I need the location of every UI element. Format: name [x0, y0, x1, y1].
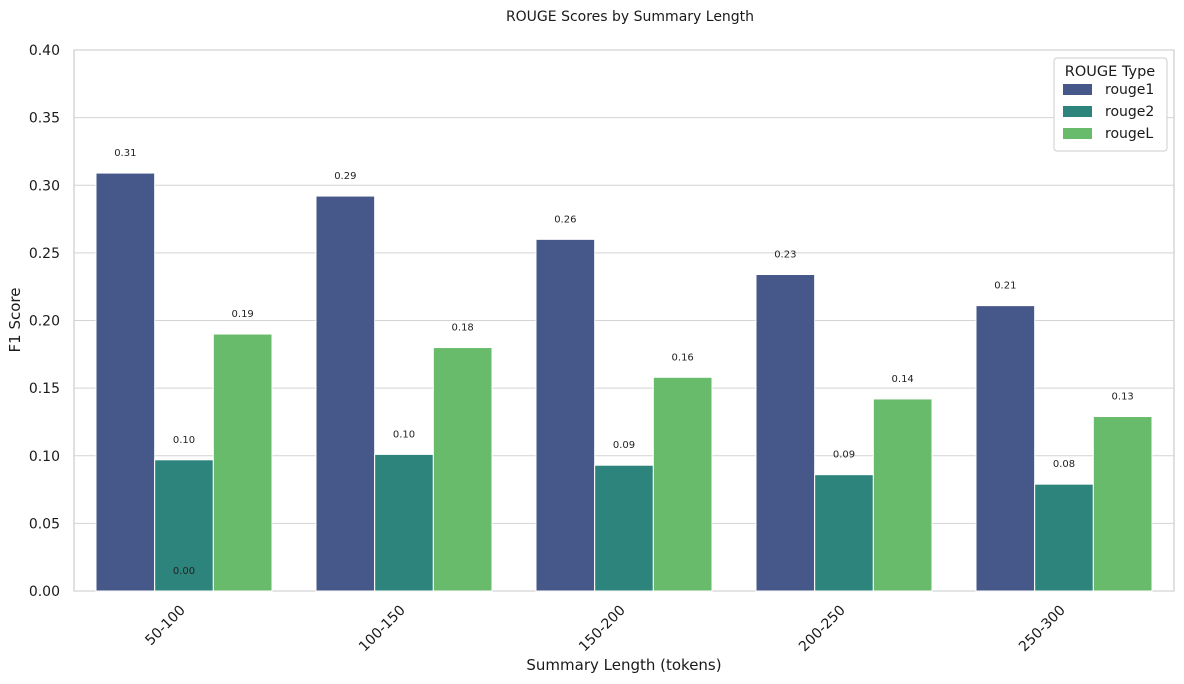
data-label: 0.23: [774, 250, 796, 261]
bar-rougeL-200-250: [872, 398, 933, 592]
bar-rouge1-250-300: [975, 305, 1036, 592]
data-label: 0.31: [114, 148, 136, 159]
legend-box: [1053, 57, 1168, 152]
bar-rouge1-100-150: [315, 195, 376, 592]
bar-rouge2-50-100: [154, 459, 214, 592]
x-axis-ticks: 50-100 100-150 150-200 200-250 250-300: [142, 602, 1068, 655]
data-label: 0.09: [613, 440, 635, 451]
legend-title: ROUGE Type: [1065, 64, 1155, 80]
y-tick-label: 0.05: [29, 516, 60, 532]
x-tick-label: 150-200: [576, 602, 629, 655]
y-tick-label: 0.30: [29, 178, 60, 194]
data-label: 0.14: [892, 374, 914, 385]
y-axis-label: F1 Score: [6, 288, 24, 353]
bar-rouge1-50-100: [95, 172, 156, 592]
bar-rouge2-200-250: [814, 474, 874, 592]
legend-label-rouge1: rouge1: [1105, 82, 1154, 98]
legend-swatch-rouge1: [1063, 84, 1092, 95]
y-tick-label: 0.10: [29, 449, 60, 465]
data-label: 0.29: [334, 171, 356, 182]
data-label: 0.10: [393, 429, 415, 440]
legend: ROUGE Type rouge1 rouge2 rougeL: [1053, 57, 1168, 152]
data-label: 0.16: [672, 352, 694, 363]
legend-label-rougeL: rougeL: [1105, 126, 1153, 142]
chart-title: ROUGE Scores by Summary Length: [506, 9, 754, 25]
x-tick-label: 200-250: [796, 602, 849, 655]
data-label: 0.09: [833, 450, 855, 461]
data-label: 0.26: [554, 214, 576, 225]
y-tick-label: 0.40: [29, 43, 60, 59]
bar-rouge1-150-200: [535, 238, 596, 592]
legend-label-rouge2: rouge2: [1105, 104, 1154, 120]
y-tick-label: 0.15: [29, 381, 60, 397]
y-axis-ticks: 0.00 0.05 0.10 0.15 0.20 0.25 0.30 0.35 0.40: [29, 43, 60, 600]
data-label: 0.13: [1112, 392, 1134, 403]
data-label: 0.19: [232, 309, 254, 320]
data-label: 0.10: [173, 435, 195, 446]
y-tick-label: 0.35: [29, 111, 60, 127]
annotation-label: 0.00: [173, 566, 195, 577]
x-tick-label: 250-300: [1016, 602, 1069, 655]
legend-swatch-rougeL: [1063, 128, 1092, 139]
y-tick-label: 0.25: [29, 246, 60, 262]
bar-rouge2-250-300: [1034, 483, 1094, 592]
bar-rougeL-100-150: [432, 347, 493, 592]
y-tick-label: 0.00: [29, 584, 60, 600]
bar-rouge1-200-250: [755, 274, 816, 592]
y-tick-label: 0.20: [29, 314, 60, 330]
x-tick-label: 50-100: [142, 602, 188, 648]
data-label: 0.21: [994, 281, 1016, 292]
bars: [95, 172, 1153, 592]
bar-rougeL-250-300: [1092, 416, 1153, 592]
bar-rougeL-50-100: [212, 333, 273, 592]
data-label: 0.08: [1053, 459, 1075, 470]
bar-rouge2-100-150: [374, 453, 434, 592]
x-axis-label: Summary Length (tokens): [526, 656, 721, 674]
bar-rouge2-150-200: [594, 464, 654, 592]
data-labels: 0.31 0.10 0.19 0.29 0.10 0.18 0.26 0.09 0.16 0.23…: [114, 148, 1134, 577]
bar-rougeL-150-200: [652, 376, 713, 592]
legend-swatch-rouge2: [1063, 106, 1092, 117]
x-tick-label: 100-150: [356, 602, 409, 655]
data-label: 0.18: [452, 323, 474, 334]
